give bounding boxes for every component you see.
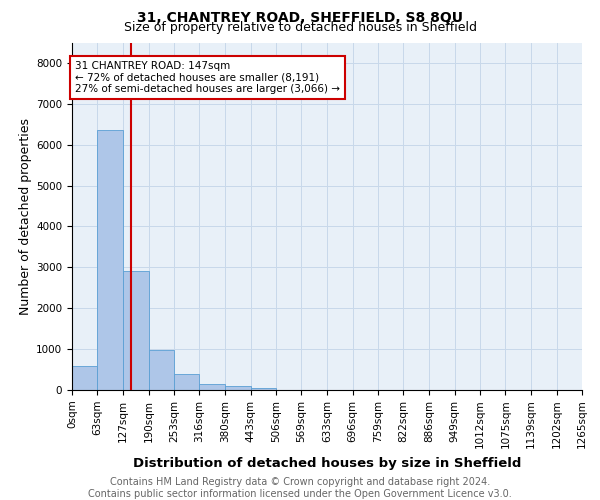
Bar [199, 384, 225, 390]
Bar [251, 388, 276, 390]
Bar [225, 386, 251, 390]
Bar [149, 350, 174, 390]
Text: 31, CHANTREY ROAD, SHEFFIELD, S8 8QU: 31, CHANTREY ROAD, SHEFFIELD, S8 8QU [137, 11, 463, 25]
Text: 31 CHANTREY ROAD: 147sqm
← 72% of detached houses are smaller (8,191)
27% of sem: 31 CHANTREY ROAD: 147sqm ← 72% of detach… [75, 61, 340, 94]
Bar [174, 374, 199, 390]
Bar [123, 272, 149, 390]
Y-axis label: Number of detached properties: Number of detached properties [19, 118, 32, 315]
Bar [72, 366, 97, 390]
X-axis label: Distribution of detached houses by size in Sheffield: Distribution of detached houses by size … [133, 457, 521, 470]
Text: Size of property relative to detached houses in Sheffield: Size of property relative to detached ho… [124, 22, 476, 35]
Bar [97, 130, 123, 390]
Text: Contains HM Land Registry data © Crown copyright and database right 2024.
Contai: Contains HM Land Registry data © Crown c… [88, 478, 512, 499]
